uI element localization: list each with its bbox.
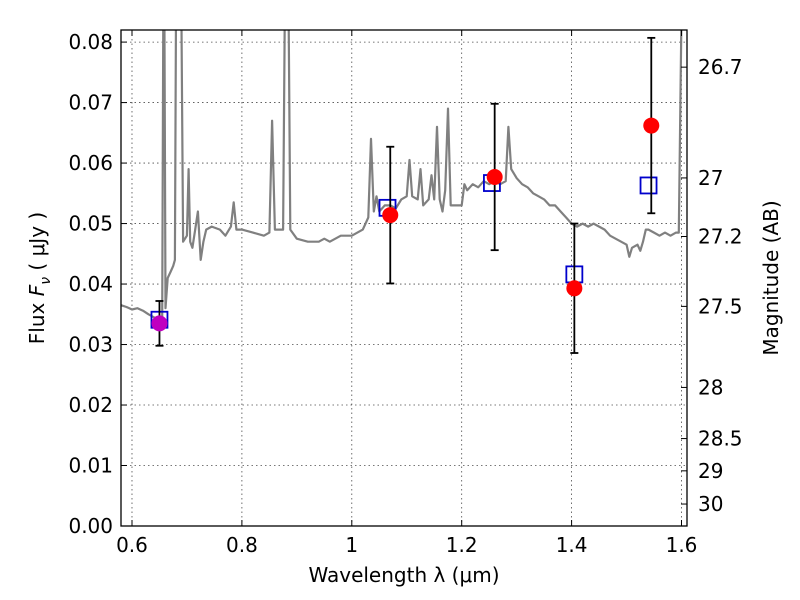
x-axis-title: Wavelength λ (μm) bbox=[308, 563, 499, 587]
y-tick-label: 0.05 bbox=[68, 212, 113, 236]
y-tick-label: 0.04 bbox=[68, 272, 113, 296]
model-point bbox=[639, 176, 658, 195]
observed-point bbox=[486, 168, 503, 185]
y-axis-title-symbol: F bbox=[25, 284, 49, 296]
x-tick-label: 1 bbox=[345, 533, 358, 557]
mag-tick-label: 26.7 bbox=[698, 55, 743, 79]
mag-tick-label: 27.2 bbox=[698, 224, 743, 248]
mag-tick-label: 27.5 bbox=[698, 294, 743, 318]
x-tick-label: 1.6 bbox=[666, 533, 698, 557]
y-tick-label: 0.08 bbox=[68, 30, 113, 54]
right-axis-title: Magnitude (AB) bbox=[759, 200, 783, 355]
mag-tick-label: 30 bbox=[698, 492, 723, 516]
axis-ticks: 0.6 0.8 1 1.2 1.4 1.6 0.00 0.01 0.02 0.03 0.04 0.05… bbox=[68, 30, 743, 557]
mag-tick-label: 27 bbox=[698, 166, 723, 190]
y-axis-title-suffix: ( μJy ) bbox=[25, 212, 49, 277]
observed-point bbox=[151, 315, 168, 332]
y-tick-label: 0.01 bbox=[68, 454, 113, 478]
data-points-layer bbox=[150, 36, 660, 354]
y-tick-label: 0.02 bbox=[68, 393, 113, 417]
y-axis-title-prefix: Flux bbox=[25, 296, 49, 344]
y-tick-label: 0.07 bbox=[68, 91, 113, 115]
mag-tick-label: 28.5 bbox=[698, 427, 743, 451]
observed-point bbox=[643, 117, 660, 134]
y-tick-label: 0.06 bbox=[68, 151, 113, 175]
grid-lines bbox=[121, 30, 687, 527]
y-tick-label: 0.03 bbox=[68, 333, 113, 357]
y-axis-title-subscript: ν bbox=[38, 277, 54, 285]
observed-point bbox=[566, 280, 583, 297]
x-tick-label: 1.4 bbox=[556, 533, 588, 557]
x-tick-label: 0.8 bbox=[226, 533, 258, 557]
x-tick-label: 1.2 bbox=[446, 533, 478, 557]
plot-frame bbox=[120, 29, 688, 527]
observed-point bbox=[382, 207, 399, 224]
x-tick-label: 0.6 bbox=[116, 533, 148, 557]
mag-tick-label: 28 bbox=[698, 375, 723, 399]
spectrum-layer bbox=[121, 30, 683, 322]
y-axis-title: Flux Fν ( μJy ) bbox=[25, 212, 54, 344]
model-spectrum-line bbox=[121, 30, 683, 322]
mag-tick-label: 29 bbox=[698, 459, 723, 483]
y-tick-label: 0.00 bbox=[68, 514, 113, 538]
